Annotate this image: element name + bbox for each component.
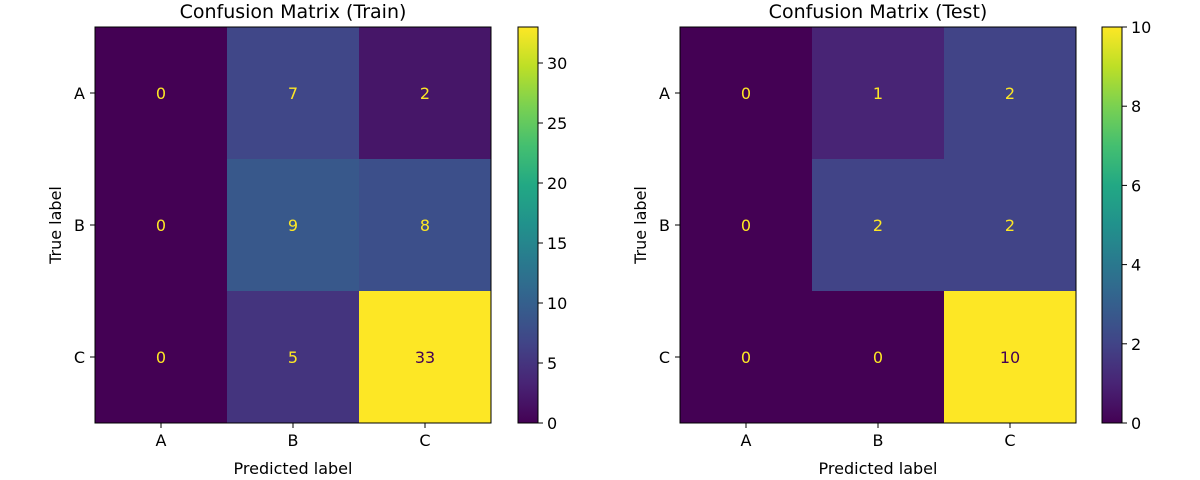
train-y-tick-label: A bbox=[74, 84, 85, 103]
test-colorbar-tick-label: 10 bbox=[1131, 18, 1151, 37]
train-x-tick-label: C bbox=[419, 431, 430, 450]
test-x-tick-label: C bbox=[1004, 431, 1015, 450]
test-x-axis-label: Predicted label bbox=[819, 459, 938, 478]
train-cell-label: 0 bbox=[156, 84, 166, 103]
train-colorbar-tick-label: 5 bbox=[547, 354, 557, 373]
train-x-tick-label: B bbox=[288, 431, 299, 450]
test-y-axis-label: True label bbox=[631, 186, 650, 265]
test-cell-label: 2 bbox=[1005, 216, 1015, 235]
train-chart-title: Confusion Matrix (Train) bbox=[180, 1, 407, 23]
test-chart: 0 1 2 0 2 2 0 0 10 A B C A B C Confusion Matrix (Test) P… bbox=[631, 1, 1151, 478]
test-cell bbox=[944, 159, 1077, 292]
test-cell bbox=[812, 159, 945, 292]
test-x-tick-label: B bbox=[873, 431, 884, 450]
test-cell-label: 10 bbox=[1000, 348, 1020, 367]
train-cell bbox=[359, 159, 492, 292]
train-x-axis-label: Predicted label bbox=[234, 459, 353, 478]
train-cell bbox=[359, 291, 492, 424]
test-cell-label: 0 bbox=[741, 216, 751, 235]
train-cell bbox=[95, 159, 228, 292]
train-cell-label: 33 bbox=[415, 348, 435, 367]
test-cell bbox=[944, 27, 1077, 160]
test-y-tick-label: C bbox=[659, 348, 670, 367]
train-y-axis-label: True label bbox=[46, 186, 65, 265]
train-cell bbox=[227, 291, 360, 424]
train-cell-label: 8 bbox=[420, 216, 430, 235]
train-cell bbox=[227, 159, 360, 292]
test-cell bbox=[812, 291, 945, 424]
train-cell-label: 2 bbox=[420, 84, 430, 103]
test-cell-label: 1 bbox=[873, 84, 883, 103]
test-colorbar-tick-label: 8 bbox=[1131, 97, 1141, 116]
test-cell-label: 0 bbox=[873, 348, 883, 367]
test-cell bbox=[944, 291, 1077, 424]
train-cell bbox=[95, 291, 228, 424]
train-colorbar-tick-label: 25 bbox=[547, 114, 567, 133]
test-x-tick-label: A bbox=[741, 431, 752, 450]
test-chart-title: Confusion Matrix (Test) bbox=[769, 1, 988, 23]
train-cell bbox=[95, 27, 228, 160]
train-cell bbox=[227, 27, 360, 160]
train-colorbar-tick-label: 20 bbox=[547, 174, 567, 193]
train-colorbar bbox=[517, 26, 539, 424]
test-cell-label: 2 bbox=[873, 216, 883, 235]
test-cell bbox=[680, 291, 813, 424]
test-colorbar-tick-label: 0 bbox=[1131, 414, 1141, 433]
train-cell-label: 0 bbox=[156, 216, 166, 235]
test-cell bbox=[812, 27, 945, 160]
train-x-tick-label: A bbox=[156, 431, 167, 450]
test-cell-label: 0 bbox=[741, 84, 751, 103]
train-colorbar-tick-label: 15 bbox=[547, 234, 567, 253]
test-colorbar-tick-label: 4 bbox=[1131, 256, 1141, 275]
test-cell-label: 0 bbox=[741, 348, 751, 367]
test-colorbar bbox=[1101, 26, 1123, 424]
test-colorbar-tick-label: 6 bbox=[1131, 176, 1141, 195]
train-cell-label: 9 bbox=[288, 216, 298, 235]
test-colorbar-tick-label: 2 bbox=[1131, 335, 1141, 354]
test-cell bbox=[680, 159, 813, 292]
train-cell bbox=[359, 27, 492, 160]
train-colorbar-tick-label: 0 bbox=[547, 414, 557, 433]
train-colorbar-tick-label: 10 bbox=[547, 294, 567, 313]
test-y-tick-label: A bbox=[659, 84, 670, 103]
test-y-tick-label: B bbox=[659, 216, 670, 235]
train-colorbar-tick-label: 30 bbox=[547, 54, 567, 73]
train-y-tick-label: C bbox=[74, 348, 85, 367]
train-y-tick-label: B bbox=[74, 216, 85, 235]
train-cell-label: 7 bbox=[288, 84, 298, 103]
train-cell-label: 0 bbox=[156, 348, 166, 367]
test-cell bbox=[680, 27, 813, 160]
train-cell-label: 5 bbox=[288, 348, 298, 367]
test-cell-label: 2 bbox=[1005, 84, 1015, 103]
